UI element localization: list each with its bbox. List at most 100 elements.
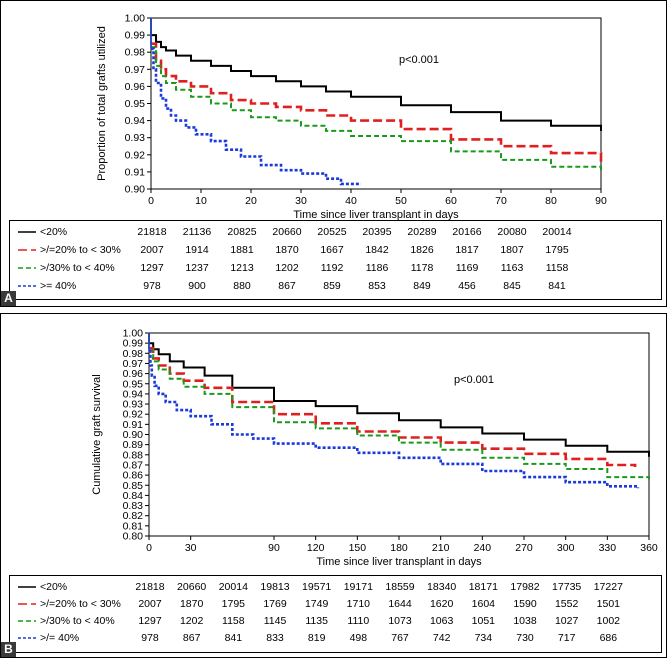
risk-count: 498 xyxy=(349,632,368,644)
legend-line-swatch xyxy=(18,249,36,252)
risk-count: 1870 xyxy=(179,598,204,610)
risk-count: 867 xyxy=(278,280,296,292)
risk-legend-label: >/=20% to < 30% xyxy=(40,598,121,610)
series-line-3 xyxy=(149,350,640,489)
x-tick-label: 60 xyxy=(445,195,457,207)
risk-count: 20660 xyxy=(177,581,207,593)
p-value-annotation: p<0.001 xyxy=(454,374,494,386)
series-line-1 xyxy=(149,346,637,467)
y-tick-label: 0.99 xyxy=(125,30,146,42)
x-tick-label: 90 xyxy=(268,542,280,554)
x-tick-label: 70 xyxy=(495,195,507,207)
risk-count: 21136 xyxy=(182,226,212,238)
y-tick-label: 0.98 xyxy=(125,47,146,59)
x-tick-label: 40 xyxy=(345,195,357,207)
y-tick-label: 0.94 xyxy=(125,115,146,127)
risk-count: 20014 xyxy=(542,226,572,238)
risk-count: 1769 xyxy=(263,598,287,610)
risk-count: 1237 xyxy=(185,262,209,274)
risk-count: 1590 xyxy=(513,598,537,610)
p-value-annotation: p<0.001 xyxy=(399,54,439,66)
risk-count: 2007 xyxy=(138,598,162,610)
risk-count: 20166 xyxy=(452,226,482,238)
risk-count: 734 xyxy=(474,632,493,644)
series-line-2 xyxy=(149,349,650,482)
y-tick-label: 0.96 xyxy=(123,368,144,380)
y-tick-label: 0.95 xyxy=(123,378,144,390)
legend-line-swatch xyxy=(18,637,36,640)
risk-legend-entry: >/30% to < 40% xyxy=(18,615,115,627)
y-axis-title: Cumulative graft survival xyxy=(91,374,103,494)
risk-count: 1749 xyxy=(304,598,329,610)
y-tick-label: 0.82 xyxy=(123,510,144,522)
risk-count: 742 xyxy=(432,632,451,644)
y-tick-label: 0.99 xyxy=(123,338,144,350)
x-tick-label: 0 xyxy=(146,542,152,554)
risk-legend-label: >/30% to < 40% xyxy=(40,262,115,274)
risk-legend-entry: >/30% to < 40% xyxy=(18,262,115,274)
y-tick-label: 0.85 xyxy=(123,480,144,492)
risk-count: 1027 xyxy=(554,615,579,627)
risk-count: 1213 xyxy=(230,262,254,274)
risk-count: 1158 xyxy=(222,615,245,627)
risk-count: 1870 xyxy=(275,244,299,256)
risk-count: 1620 xyxy=(429,598,454,610)
risk-row: >/30% to < 40% 1297 1237 1213 1202 1192 1186 11… xyxy=(10,262,661,279)
risk-count: 1501 xyxy=(596,598,620,610)
risk-count: 853 xyxy=(368,280,386,292)
risk-table-b: <20% 21818 20660 20014 19813 19571 19171 18559 1… xyxy=(9,575,662,653)
risk-count: 1817 xyxy=(455,244,479,256)
risk-count: 1063 xyxy=(429,615,454,627)
y-tick-label: 0.86 xyxy=(123,470,144,482)
risk-count: 18171 xyxy=(468,581,498,593)
x-axis-title: Time since liver transplant in days xyxy=(293,209,459,221)
y-tick-label: 0.81 xyxy=(123,520,144,532)
risk-count: 20395 xyxy=(362,226,392,238)
legend-line-swatch xyxy=(18,231,36,234)
risk-legend-entry: >/=20% to < 30% xyxy=(18,244,121,256)
plot-area xyxy=(148,332,650,537)
x-tick-label: 210 xyxy=(432,542,450,554)
risk-count: 1073 xyxy=(388,615,412,627)
risk-count: 1158 xyxy=(545,262,569,274)
risk-count: 17735 xyxy=(552,581,582,593)
y-tick-label: 0.83 xyxy=(123,500,144,512)
panel-b: 0.80 0.81 0.82 0.83 0.84 0.85 0.86 0.87 0.88 0.89… xyxy=(0,313,667,658)
risk-count: 849 xyxy=(413,280,431,292)
legend-line-swatch xyxy=(18,620,36,623)
x-tick-label: 180 xyxy=(390,542,408,554)
risk-count: 833 xyxy=(266,632,284,644)
risk-count: 1552 xyxy=(554,598,579,610)
risk-count: 841 xyxy=(548,280,566,292)
y-tick-label: 0.84 xyxy=(123,490,144,502)
risk-count: 978 xyxy=(141,632,159,644)
y-tick-label: 0.98 xyxy=(123,348,144,360)
y-tick-label: 0.91 xyxy=(125,166,146,178)
risk-count: 456 xyxy=(458,280,476,292)
risk-count: 1881 xyxy=(230,244,254,256)
risk-legend-entry: >/= 40% xyxy=(18,632,79,644)
panel-label-b: B xyxy=(1,642,16,657)
y-tick-label: 0.92 xyxy=(123,409,144,421)
legend-line-swatch xyxy=(18,603,36,606)
y-tick-label: 0.93 xyxy=(125,132,146,144)
x-tick-label: 120 xyxy=(307,542,325,554)
y-tick-label: 1.00 xyxy=(125,13,146,25)
x-tick-label: 10 xyxy=(195,195,207,207)
risk-count: 1297 xyxy=(138,615,162,627)
risk-count: 1002 xyxy=(596,615,620,627)
panel-a: 0.90 0.91 0.92 0.93 0.94 0.95 0.96 0.97 0.98 0.99… xyxy=(0,0,667,307)
x-axis-title: Time since liver transplant in days xyxy=(316,556,482,568)
risk-table-a: <20% 21818 21136 20825 20660 20525 20395 20289 2… xyxy=(9,220,662,300)
x-tick-label: 150 xyxy=(349,542,367,554)
x-tick-label: 80 xyxy=(545,195,557,207)
risk-legend-entry: <20% xyxy=(18,581,67,593)
risk-count: 20660 xyxy=(272,226,302,238)
risk-count: 845 xyxy=(503,280,521,292)
risk-count: 1795 xyxy=(545,244,569,256)
risk-row: <20% 21818 20660 20014 19813 19571 19171 18559 1… xyxy=(10,581,661,598)
series-line-3 xyxy=(151,47,361,186)
risk-count: 19171 xyxy=(343,581,373,593)
risk-count: 1842 xyxy=(365,244,389,256)
y-tick-label: 0.91 xyxy=(123,419,144,431)
